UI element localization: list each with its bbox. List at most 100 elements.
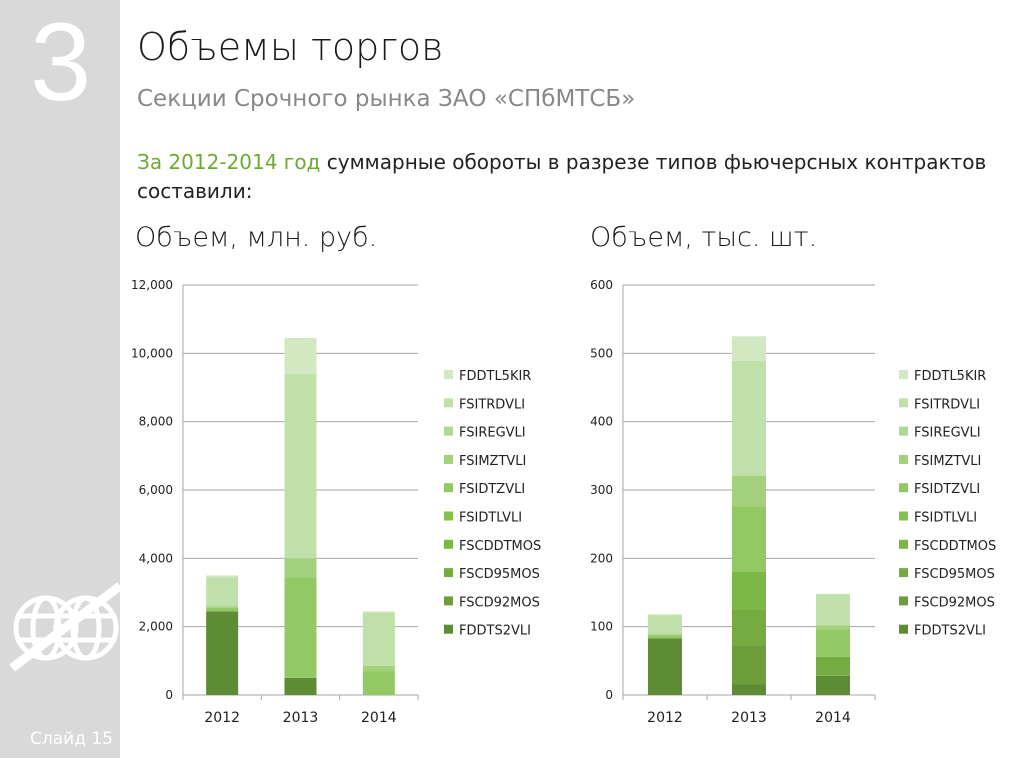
bar-segment-fsitrdvli-2014 (816, 594, 850, 626)
legend-label-fscd92mos: FSCD92MOS (459, 595, 540, 610)
legend-label-fsidtzvli: FSIDTZVLI (914, 482, 980, 497)
summary-highlight: За 2012-2014 год (137, 150, 321, 174)
summary-text: За 2012-2014 год суммарные обороты в раз… (137, 148, 997, 206)
page-subtitle: Секции Срочного рынка ЗАО «СПбМТСБ» (137, 86, 636, 112)
legend-label-fscd95mos: FSCD95MOS (914, 567, 995, 582)
y-tick-label: 0 (605, 688, 613, 702)
y-tick-label: 200 (590, 551, 613, 565)
bar-segment-fddtl5kir-2013 (284, 337, 317, 374)
bar-segment-fsidtzvli-2014 (816, 629, 850, 657)
bar-segment-fddts2vli-2012 (648, 638, 682, 695)
legend-swatch-fsimztvli (899, 454, 908, 464)
bar-segment-fddts2vli-2013 (284, 677, 317, 695)
legend-swatch-fsitrdvli (899, 398, 908, 408)
y-tick-label: 6,000 (139, 483, 173, 497)
slide-label: Слайд 15 (30, 729, 113, 749)
legend-label-fscddtmos: FSCDDTMOS (459, 539, 541, 554)
bar-segment-fddtl5kir-2014 (362, 611, 395, 613)
legend-swatch-fscd95mos (444, 568, 453, 578)
bar-segment-fsitrdvli-2014 (362, 613, 395, 666)
sidebar: 3 Слайд 15 (0, 0, 122, 758)
bar-segment-fscddtmos-2013 (732, 571, 766, 610)
chart-title-volume-rub: Объем, млн. руб. (135, 222, 378, 253)
bar-segment-fddts2vli-2012 (206, 611, 239, 695)
bar-segment-fsimztvli-2012 (648, 634, 682, 636)
legend-swatch-fsiregvli (444, 426, 453, 436)
bar-segment-fsidtzvli-2012 (648, 635, 682, 639)
legend-swatch-fddtl5kir (899, 370, 908, 379)
legend-swatch-fsidtlvli (899, 511, 908, 521)
legend-swatch-fscddtmos (899, 539, 908, 549)
legend-swatch-fsidtzvli (899, 483, 908, 493)
bar-segment-fsitrdvli-2013 (284, 373, 317, 559)
legend-label-fsimztvli: FSIMZTVLI (914, 454, 981, 469)
bar-segment-fsidtzvli-2013 (284, 577, 317, 678)
legend-label-fsidtlvli: FSIDTLVLI (459, 511, 522, 526)
y-tick-label: 12,000 (131, 278, 173, 292)
legend-swatch-fsitrdvli (444, 398, 453, 408)
page-title: Объемы торгов (137, 25, 444, 69)
y-tick-label: 8,000 (139, 415, 173, 429)
legend-swatch-fsidtzvli (444, 483, 453, 493)
legend-label-fsitrdvli: FSITRDVLI (914, 397, 980, 412)
bar-segment-fddtl5kir-2014 (816, 593, 850, 595)
y-tick-label: 300 (590, 483, 613, 497)
bar-segment-fddtl5kir-2012 (648, 614, 682, 616)
legend-swatch-fddtl5kir (444, 370, 453, 379)
legend-swatch-fsimztvli (444, 454, 453, 464)
legend-label-fsiregvli: FSIREGVLI (459, 426, 526, 441)
legend-swatch-fsidtlvli (444, 511, 453, 521)
bar-segment-fsimztvli-2013 (732, 475, 766, 507)
x-tick-label: 2013 (283, 710, 319, 726)
logo-globe-icon (10, 582, 122, 672)
legend-swatch-fscd95mos (899, 568, 908, 578)
legend-swatch-fsiregvli (899, 426, 908, 436)
bar-segment-fddtl5kir-2012 (206, 575, 239, 578)
bar-segment-fsimztvli-2014 (362, 665, 395, 672)
legend-label-fsiregvli: FSIREGVLI (914, 426, 981, 441)
legend-label-fddtl5kir: FDDTL5KIR (914, 369, 986, 384)
legend-label-fsidtzvli: FSIDTZVLI (459, 482, 525, 497)
x-tick-label: 2013 (731, 710, 767, 726)
legend-label-fscd92mos: FSCD92MOS (914, 595, 995, 610)
bar-segment-fsitrdvli-2012 (648, 615, 682, 635)
slide-number: 3 (30, 1, 92, 124)
legend-label-fddts2vli: FDDTS2VLI (459, 624, 531, 639)
x-tick-label: 2012 (204, 710, 240, 726)
bar-segment-fscd95mos-2014 (816, 656, 850, 676)
bar-segment-fsitrdvli-2013 (732, 360, 766, 476)
legend-label-fscd95mos: FSCD95MOS (459, 567, 540, 582)
legend-label-fddtl5kir: FDDTL5KIR (459, 369, 531, 384)
x-tick-label: 2012 (647, 710, 683, 726)
y-tick-label: 2,000 (139, 620, 173, 634)
y-tick-label: 600 (590, 278, 613, 292)
bar-segment-fsidtzvli-2014 (362, 671, 395, 695)
chart-volume-pcs: 0 100 200 300 400 500 600 2012 2013 2014 FDDTL5KIR… (590, 278, 996, 726)
legend-label-fsidtlvli: FSIDTLVLI (914, 511, 977, 526)
legend-swatch-fddts2vli (444, 624, 453, 634)
y-tick-label: 4,000 (139, 551, 173, 565)
legend-swatch-fscd92mos (899, 596, 908, 606)
bar-segment-fsidtzvli-2013 (732, 506, 766, 572)
bar-segment-fsimztvli-2013 (284, 558, 317, 578)
bar-segment-fddts2vli-2013 (732, 684, 766, 695)
legend-swatch-fscd92mos (444, 596, 453, 606)
x-tick-label: 2014 (361, 710, 397, 726)
y-tick-label: 100 (590, 620, 613, 634)
bar-segment-fscd95mos-2013 (732, 609, 766, 646)
chart-volume-rub: 0 2,000 4,000 6,000 8,000 10,000 12,000 2012 201… (131, 278, 541, 726)
bar-segment-fsimztvli-2012 (206, 606, 239, 608)
summary-rest: суммарные обороты в разрезе типов фьючер… (137, 150, 987, 203)
bar-segment-fsidtzvli-2012 (206, 607, 239, 612)
bar-segment-fsitrdvli-2012 (206, 577, 239, 607)
y-tick-label: 400 (590, 415, 613, 429)
legend-label-fscddtmos: FSCDDTMOS (914, 539, 996, 554)
x-tick-label: 2014 (815, 710, 851, 726)
legend-label-fsitrdvli: FSITRDVLI (459, 397, 525, 412)
bar-segment-fddts2vli-2014 (816, 675, 850, 695)
chart-title-volume-pcs: Объем, тыс. шт. (590, 222, 818, 253)
y-tick-label: 10,000 (131, 346, 173, 360)
legend-label-fddts2vli: FDDTS2VLI (914, 624, 986, 639)
legend-swatch-fddts2vli (899, 624, 908, 634)
legend-swatch-fscddtmos (444, 539, 453, 549)
